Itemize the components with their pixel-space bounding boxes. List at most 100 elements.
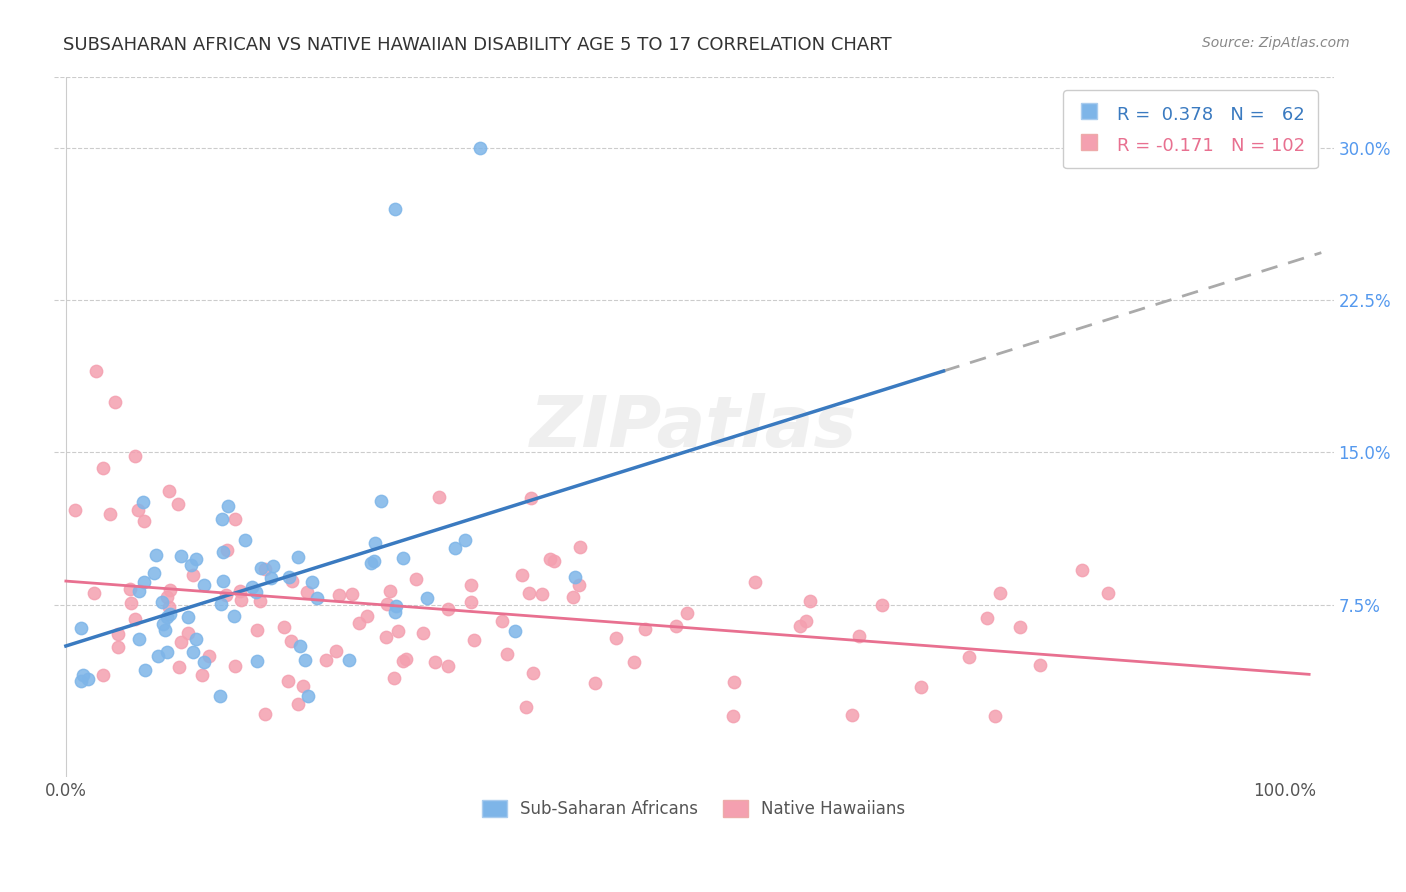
Point bbox=[568, 578, 591, 592]
Point bbox=[295, 584, 318, 599]
Point bbox=[423, 655, 446, 669]
Point bbox=[301, 574, 323, 589]
Point bbox=[212, 545, 235, 559]
Point bbox=[240, 580, 263, 594]
Point bbox=[224, 512, 246, 526]
Point bbox=[522, 665, 544, 680]
Point bbox=[159, 483, 181, 498]
Point bbox=[976, 611, 998, 625]
Point bbox=[260, 571, 283, 585]
Point bbox=[1071, 564, 1094, 578]
Point bbox=[988, 586, 1011, 600]
Point bbox=[460, 577, 482, 591]
Point bbox=[142, 566, 165, 580]
Point bbox=[910, 680, 932, 694]
Point bbox=[177, 610, 200, 624]
Text: SUBSAHARAN AFRICAN VS NATIVE HAWAIIAN DISABILITY AGE 5 TO 17 CORRELATION CHART: SUBSAHARAN AFRICAN VS NATIVE HAWAIIAN DI… bbox=[63, 36, 891, 54]
Point bbox=[224, 658, 246, 673]
Point bbox=[159, 582, 181, 597]
Point bbox=[564, 570, 586, 584]
Point bbox=[262, 559, 284, 574]
Point bbox=[675, 606, 697, 620]
Point bbox=[208, 689, 231, 703]
Point bbox=[253, 562, 276, 576]
Point bbox=[245, 585, 267, 599]
Point bbox=[77, 672, 100, 686]
Point bbox=[120, 596, 142, 610]
Point bbox=[273, 620, 295, 634]
Point bbox=[180, 558, 202, 572]
Point bbox=[470, 141, 492, 155]
Point bbox=[217, 543, 239, 558]
Point bbox=[280, 634, 302, 648]
Point bbox=[191, 668, 214, 682]
Point bbox=[250, 561, 273, 575]
Point bbox=[416, 591, 439, 605]
Point bbox=[505, 624, 527, 639]
Point bbox=[515, 699, 537, 714]
Point bbox=[841, 708, 863, 723]
Point bbox=[794, 614, 817, 628]
Point bbox=[153, 623, 176, 637]
Point bbox=[246, 623, 269, 637]
Point bbox=[193, 578, 215, 592]
Point bbox=[568, 541, 591, 555]
Point bbox=[444, 541, 467, 555]
Point bbox=[98, 508, 121, 522]
Legend: Sub-Saharan Africans, Native Hawaiians: Sub-Saharan Africans, Native Hawaiians bbox=[475, 793, 912, 824]
Point bbox=[167, 497, 190, 511]
Point bbox=[181, 567, 204, 582]
Point bbox=[491, 615, 513, 629]
Point bbox=[1010, 620, 1032, 634]
Point bbox=[384, 605, 406, 619]
Point bbox=[665, 619, 688, 633]
Point bbox=[723, 675, 745, 690]
Point bbox=[83, 585, 105, 599]
Point bbox=[957, 649, 980, 664]
Point bbox=[328, 588, 350, 602]
Point bbox=[181, 645, 204, 659]
Point bbox=[394, 652, 416, 666]
Point bbox=[150, 595, 173, 609]
Point bbox=[167, 659, 190, 673]
Point bbox=[520, 491, 543, 506]
Point bbox=[124, 612, 146, 626]
Point bbox=[437, 602, 460, 616]
Point bbox=[118, 582, 141, 597]
Point bbox=[170, 635, 193, 649]
Point bbox=[277, 570, 299, 584]
Point bbox=[281, 574, 304, 589]
Text: Source: ZipAtlas.com: Source: ZipAtlas.com bbox=[1202, 36, 1350, 50]
Point bbox=[215, 588, 238, 602]
Point bbox=[370, 493, 392, 508]
Point bbox=[233, 533, 256, 548]
Point bbox=[799, 594, 821, 608]
Point bbox=[460, 595, 482, 609]
Point bbox=[1097, 586, 1119, 600]
Text: ZIPatlas: ZIPatlas bbox=[530, 392, 858, 462]
Point bbox=[583, 676, 606, 690]
Point bbox=[70, 621, 93, 635]
Point bbox=[124, 449, 146, 463]
Point bbox=[412, 625, 434, 640]
Point bbox=[356, 608, 378, 623]
Point bbox=[211, 574, 233, 588]
Point bbox=[91, 461, 114, 475]
Point bbox=[340, 587, 363, 601]
Point bbox=[184, 552, 207, 566]
Point bbox=[360, 556, 382, 570]
Point bbox=[623, 655, 645, 669]
Point bbox=[246, 654, 269, 668]
Point bbox=[1029, 658, 1052, 673]
Point bbox=[374, 631, 396, 645]
Point bbox=[104, 394, 127, 409]
Point bbox=[870, 598, 893, 612]
Point bbox=[605, 631, 627, 645]
Point bbox=[134, 514, 156, 528]
Point bbox=[156, 645, 179, 659]
Point bbox=[848, 629, 870, 643]
Point bbox=[562, 590, 585, 604]
Point bbox=[454, 533, 477, 547]
Point bbox=[391, 551, 413, 566]
Point bbox=[107, 627, 129, 641]
